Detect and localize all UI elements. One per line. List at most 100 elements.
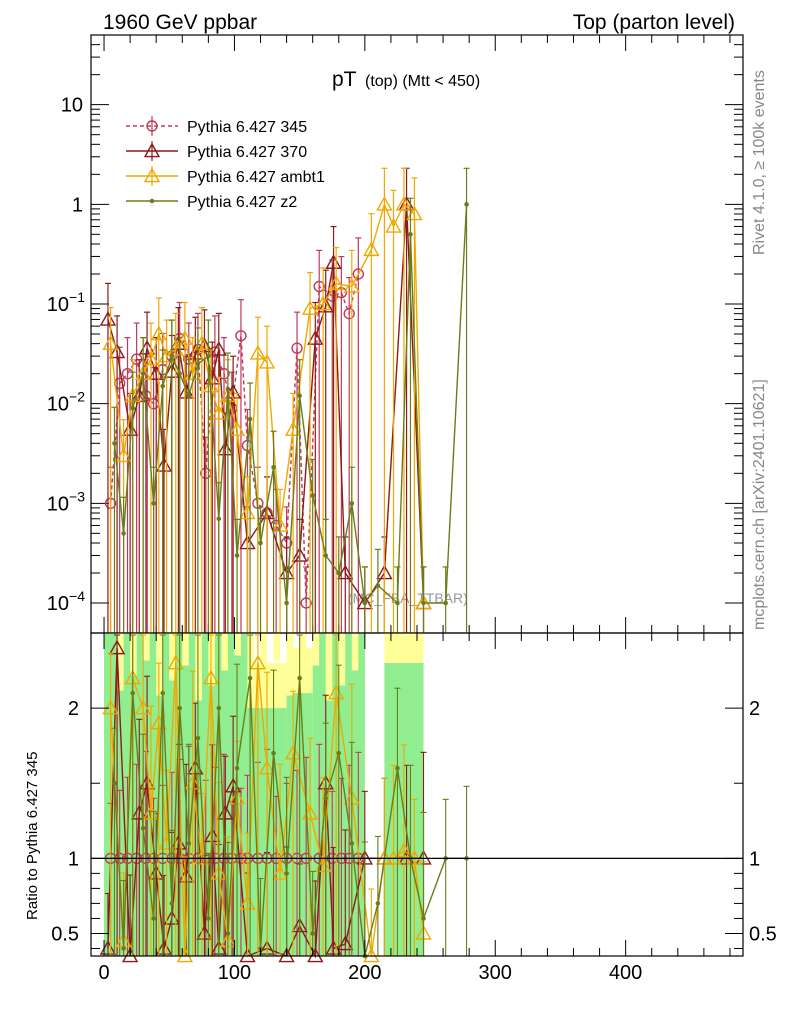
data-point xyxy=(206,353,211,359)
ratio-band-strip xyxy=(338,633,346,686)
y-tick-label: 10−3 xyxy=(47,488,85,515)
ratio-data-point xyxy=(325,940,342,955)
data-point xyxy=(464,202,469,207)
series-2 xyxy=(102,167,432,633)
series-line xyxy=(107,204,425,605)
data-point xyxy=(337,564,354,580)
data-point xyxy=(258,353,276,369)
ratio-data-point xyxy=(297,675,302,681)
legend-entry: Pythia 6.427 ambt1 xyxy=(126,166,325,186)
data-point xyxy=(169,353,175,359)
ratio-data-point xyxy=(216,705,222,711)
data-point xyxy=(421,600,426,606)
data-point xyxy=(408,232,413,237)
ratio-plot-panel: 0.5 0.5 1 1 2 2 0 100 200 300 400 Ratio to Pythia… xyxy=(24,632,777,984)
series-line xyxy=(113,204,468,605)
ratio-series-line xyxy=(109,662,425,957)
ratio-band-strip xyxy=(234,633,241,656)
ratio-series-3 xyxy=(111,634,470,959)
data-point xyxy=(323,553,329,558)
data-point xyxy=(142,350,160,366)
data-point xyxy=(395,195,413,211)
legend-label: Pythia 6.427 345 xyxy=(187,119,307,136)
ratio-y-tick-label: 0.5 xyxy=(51,923,79,945)
ratio-band-strip xyxy=(325,633,333,701)
ratio-data-point xyxy=(202,669,220,685)
ratio-data-point xyxy=(336,750,342,756)
y-tick-label: 10−4 xyxy=(47,588,85,615)
data-point xyxy=(151,501,156,506)
main-series-group xyxy=(99,167,470,633)
data-point xyxy=(140,371,146,376)
main-plot-panel: pT (top) (Mtt < 450) (MC_FBA_TTBAR) 10−4… xyxy=(47,34,744,634)
ratio-data-point xyxy=(160,690,166,696)
legend: Pythia 6.427 345 Pythia 6.427 370 Pythia 6… xyxy=(126,116,325,211)
ratio-band-strip xyxy=(286,633,294,696)
data-point xyxy=(186,393,192,399)
data-point xyxy=(343,307,355,320)
x-tick-label: 200 xyxy=(348,962,381,984)
ratio-data-point xyxy=(258,759,276,775)
data-point xyxy=(301,300,319,315)
ratio-data-point xyxy=(121,947,139,963)
data-point xyxy=(195,361,201,367)
ratio-band-strip xyxy=(247,633,254,691)
data-point xyxy=(325,254,342,269)
data-point xyxy=(284,600,289,606)
data-point xyxy=(310,493,315,498)
data-point xyxy=(363,241,380,257)
data-point xyxy=(177,371,182,376)
ratio-band-strip xyxy=(156,633,163,696)
data-point xyxy=(239,504,256,520)
x-tick-label: 100 xyxy=(218,962,251,984)
ratio-data-point xyxy=(395,842,413,858)
ratio-data-point xyxy=(195,735,201,741)
ratio-data-point xyxy=(247,675,253,681)
ratio-y-tick-label-right: 1 xyxy=(749,848,760,870)
data-point xyxy=(385,218,402,233)
ratio-series-1 xyxy=(99,634,432,963)
ratio-data-point xyxy=(249,654,267,670)
ratio-data-point xyxy=(148,864,165,880)
legend-entry: Pythia 6.427 370 xyxy=(126,141,307,161)
ratio-data-point xyxy=(310,931,315,936)
data-point xyxy=(121,531,126,536)
legend-entry: Pythia 6.427 z2 xyxy=(126,194,297,211)
data-point xyxy=(343,278,360,293)
ratio-band-strip xyxy=(182,633,189,666)
y-tick-label: 10−2 xyxy=(47,389,85,416)
legend-entry: Pythia 6.427 345 xyxy=(126,116,307,136)
ratio-band-strip xyxy=(273,633,281,661)
ratio-data-point xyxy=(186,841,192,846)
series-line xyxy=(109,202,425,604)
ratio-data-point xyxy=(102,699,119,715)
legend-marker xyxy=(149,198,155,204)
ratio-data-point xyxy=(206,916,211,921)
data-point xyxy=(108,343,126,359)
header-left: 1960 GeV ppbar xyxy=(103,11,257,34)
data-point xyxy=(99,310,117,326)
data-point xyxy=(249,344,267,360)
ratio-band-strip xyxy=(221,633,228,671)
y-tick-label: 10−1 xyxy=(47,289,85,316)
plot-title-main: pT xyxy=(332,68,357,91)
ratio-data-point xyxy=(155,940,173,955)
legend-marker xyxy=(143,142,161,158)
rivet-label: Rivet 4.1.0, ≥ 100k events xyxy=(751,70,768,255)
series-3 xyxy=(111,167,470,633)
ratio-data-point xyxy=(284,871,289,876)
ratio-band-strip xyxy=(208,633,215,686)
data-point xyxy=(216,516,222,522)
data-point xyxy=(258,540,263,546)
data-point xyxy=(148,365,165,380)
data-point xyxy=(376,195,393,211)
ratio-band-strip xyxy=(260,633,268,676)
legend-label: Pythia 6.427 ambt1 xyxy=(187,169,325,186)
ratio-data-point xyxy=(363,947,380,963)
data-point xyxy=(247,416,253,422)
ratio-data-point xyxy=(142,804,160,820)
legend-marker xyxy=(146,120,158,132)
main-y-axis: 10−4 10−3 10−2 10−1 1 10 xyxy=(47,34,743,615)
data-point xyxy=(443,600,448,606)
